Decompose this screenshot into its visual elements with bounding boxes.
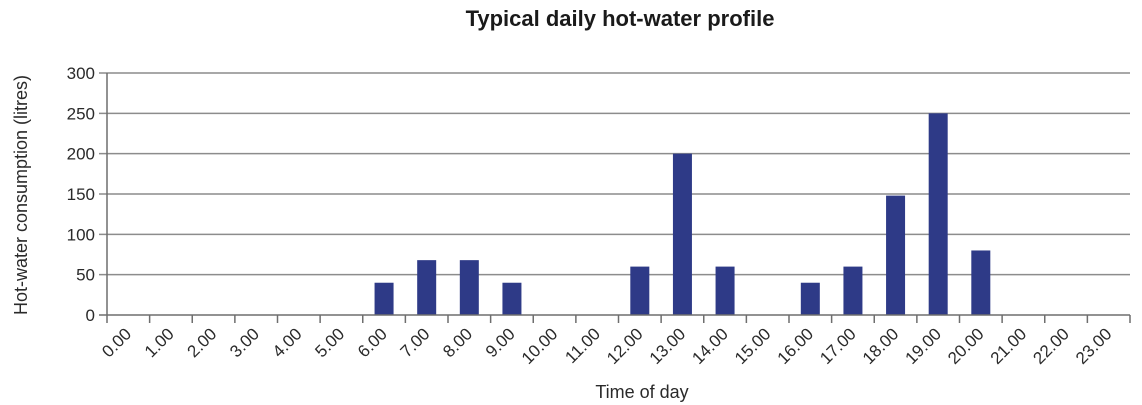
bar-16.00 bbox=[800, 282, 820, 315]
y-tick-labels: 0 50 100 150 200 250 300 bbox=[67, 64, 95, 325]
bar-6.00 bbox=[374, 282, 394, 315]
chart-title: Typical daily hot-water profile bbox=[466, 6, 775, 31]
axes bbox=[99, 73, 1131, 323]
y-tick-label: 200 bbox=[67, 145, 95, 164]
y-tick-label: 50 bbox=[76, 266, 95, 285]
bar-8.00 bbox=[459, 260, 479, 315]
x-tick-label: 18.00 bbox=[859, 324, 903, 368]
x-tick-label: 0.00 bbox=[98, 324, 135, 361]
x-tick-label: 23.00 bbox=[1072, 324, 1116, 368]
bar-9.00 bbox=[502, 282, 522, 315]
x-tick-label: 15.00 bbox=[731, 324, 775, 368]
bar-7.00 bbox=[417, 260, 437, 315]
x-tick-label: 12.00 bbox=[603, 324, 647, 368]
x-tick-label: 19.00 bbox=[901, 324, 945, 368]
bar-14.00 bbox=[715, 266, 735, 315]
y-axis-label: Hot-water consumption (litres) bbox=[11, 75, 31, 315]
x-tick-label: 5.00 bbox=[311, 324, 348, 361]
x-tick-label: 16.00 bbox=[774, 324, 818, 368]
bar-18.00 bbox=[886, 195, 906, 315]
gridlines bbox=[99, 72, 1130, 276]
x-tick-label: 7.00 bbox=[397, 324, 434, 361]
x-tick-label: 20.00 bbox=[944, 324, 988, 368]
x-tick-label: 8.00 bbox=[439, 324, 476, 361]
y-tick-label: 250 bbox=[67, 104, 95, 123]
bar-13.00 bbox=[672, 153, 692, 315]
x-tick-label: 1.00 bbox=[141, 324, 178, 361]
x-tick-label: 22.00 bbox=[1029, 324, 1073, 368]
bar-12.00 bbox=[630, 266, 650, 315]
x-tick-label: 2.00 bbox=[184, 324, 221, 361]
y-tick-label: 0 bbox=[86, 306, 95, 325]
x-tick-label: 6.00 bbox=[354, 324, 391, 361]
bars bbox=[374, 113, 991, 315]
x-tick-label: 4.00 bbox=[269, 324, 306, 361]
bar-20.00 bbox=[971, 250, 991, 315]
x-tick-label: 9.00 bbox=[482, 324, 519, 361]
x-tick-label: 14.00 bbox=[688, 324, 732, 368]
x-axis-label: Time of day bbox=[595, 382, 688, 402]
bar-17.00 bbox=[843, 266, 863, 315]
bar-19.00 bbox=[928, 113, 948, 315]
x-tick-label: 3.00 bbox=[226, 324, 263, 361]
x-tick-label: 21.00 bbox=[987, 324, 1031, 368]
y-tick-label: 300 bbox=[67, 64, 95, 83]
x-tick-label: 17.00 bbox=[816, 324, 860, 368]
x-tick-label: 10.00 bbox=[518, 324, 562, 368]
x-tick-labels: 0.00 1.00 2.00 3.00 4.00 5.00 6.00 7.00 8.00 9.00… bbox=[98, 324, 1115, 368]
y-tick-label: 100 bbox=[67, 225, 95, 244]
y-tick-label: 150 bbox=[67, 185, 95, 204]
x-tick-label: 13.00 bbox=[646, 324, 690, 368]
x-tick-label: 11.00 bbox=[561, 324, 604, 367]
